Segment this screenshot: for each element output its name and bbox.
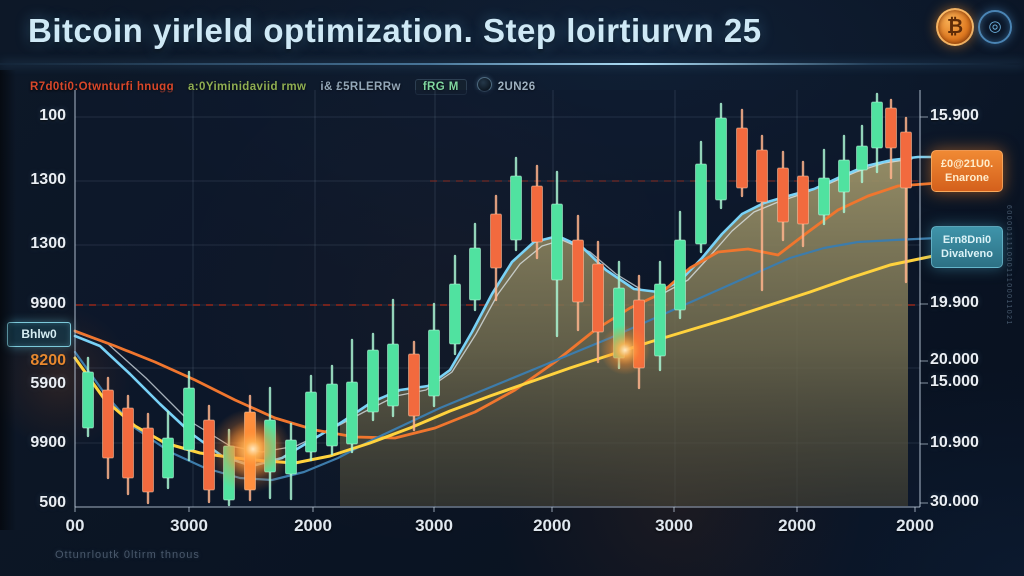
candle-down <box>885 98 897 180</box>
candle-down <box>756 134 768 292</box>
altcoin-coin-icon[interactable]: ◎ <box>978 10 1012 44</box>
y-axis-label-left: 1300 <box>30 171 66 188</box>
candle-down <box>490 194 502 302</box>
x-axis-label: 2000 <box>294 516 332 535</box>
y-axis-label-right: 15.900 <box>930 107 979 124</box>
y-axis-label-left: 100 <box>39 107 66 124</box>
candle-down <box>592 240 604 364</box>
bitcoin-coin-icon[interactable]: ₿ <box>936 8 974 46</box>
candle-up <box>856 124 868 184</box>
candle-down <box>797 160 809 248</box>
y-axis-label-right: 20.000 <box>930 351 979 368</box>
y-axis-label-left: 500 <box>39 494 66 511</box>
candle-up <box>305 374 317 462</box>
candle-down <box>531 164 543 260</box>
x-axis-label: 2000 <box>778 516 816 535</box>
overlay-ma-orange <box>73 181 940 440</box>
candle-up <box>695 140 707 254</box>
candle-up <box>449 254 461 356</box>
y-axis-label-left: 8200 <box>30 352 66 369</box>
candle-down <box>736 108 748 198</box>
candle-up <box>469 222 481 312</box>
trend-spark <box>223 419 283 479</box>
candle-down <box>777 150 789 242</box>
x-axis-label: 3000 <box>415 516 453 535</box>
candle-up <box>326 364 338 456</box>
candle-up <box>387 298 399 418</box>
overlay-trend-yellow <box>73 253 940 465</box>
candle-up <box>428 302 440 408</box>
trend-spark <box>600 325 650 375</box>
candle-up <box>674 210 686 320</box>
x-axis-label: 00 <box>65 516 85 535</box>
candle-up <box>654 260 666 372</box>
y-axis-label-left: 9900 <box>30 434 66 451</box>
candle-up <box>818 148 830 226</box>
y-axis-label-right: 10.900 <box>930 434 979 451</box>
price-badge-orange: £0@21U0. Enarone <box>931 150 1003 192</box>
candle-down <box>102 376 114 480</box>
candle-up <box>871 92 883 174</box>
left-edge-shade <box>0 70 16 530</box>
x-axis-label: 3000 <box>170 516 208 535</box>
y-axis-label-right: 15.000 <box>930 373 979 390</box>
candle-up <box>367 332 379 422</box>
price-badge-left: Bhlw0 <box>7 322 71 347</box>
candle-down <box>900 116 912 284</box>
y-axis-label-left: 1300 <box>30 235 66 252</box>
candle-down <box>142 412 154 505</box>
candle-down <box>122 394 134 496</box>
x-axis-label: 2000 <box>896 516 934 535</box>
y-axis-label-left: 5900 <box>30 375 66 392</box>
candle-up <box>838 134 850 214</box>
ambient-glow <box>0 306 132 450</box>
candle-up <box>551 170 563 338</box>
price-badge-teal: Ern8Dni0 Divalveno <box>931 226 1003 268</box>
right-axis-micro-note: 60000111100011100011021 <box>1005 205 1012 326</box>
candle-up <box>510 156 522 252</box>
x-axis-label: 3000 <box>655 516 693 535</box>
candle-up <box>715 102 727 210</box>
y-axis-label-left: 9900 <box>30 295 66 312</box>
footer-note: Ottunrloutk 0ltirm thnous <box>55 549 200 561</box>
candle-up <box>82 356 94 438</box>
candle-down <box>408 340 420 432</box>
y-axis-label-right: 30.000 <box>930 493 979 510</box>
candle-down <box>572 214 584 332</box>
coin-icons: ₿ ◎ <box>936 6 1016 46</box>
candle-up <box>183 370 195 462</box>
candle-up <box>346 338 358 454</box>
candle-up <box>162 410 174 490</box>
y-axis-label-right: 19.900 <box>930 294 979 311</box>
candle-up <box>285 422 297 501</box>
x-axis-label: 2000 <box>533 516 571 535</box>
